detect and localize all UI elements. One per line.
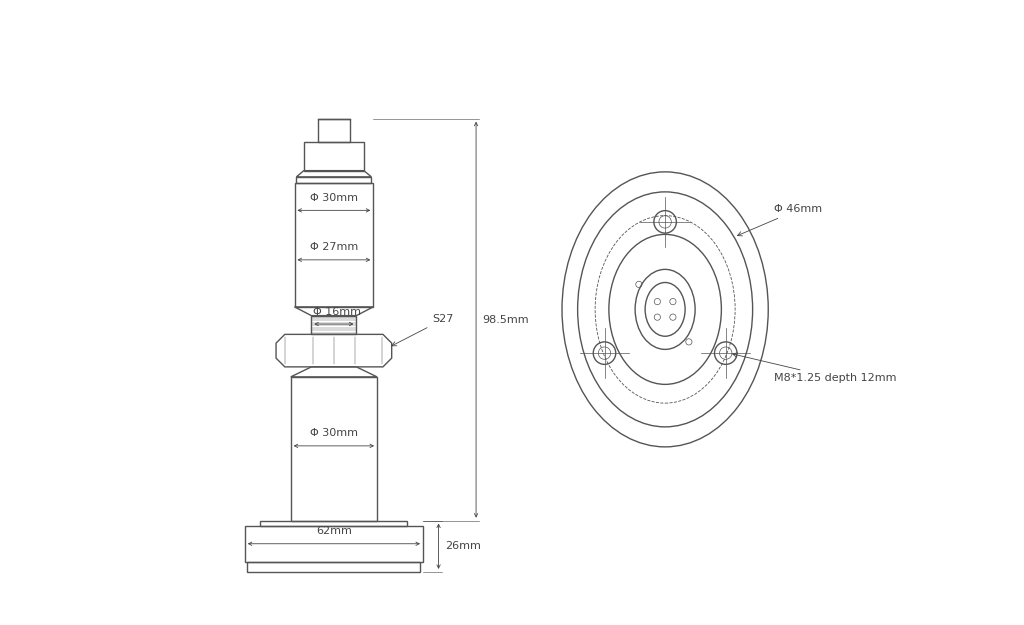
Bar bbox=[291, 377, 377, 521]
Text: Φ 46mm: Φ 46mm bbox=[737, 204, 822, 236]
Bar bbox=[260, 521, 408, 526]
Bar bbox=[304, 142, 364, 171]
Text: S27: S27 bbox=[392, 314, 454, 346]
Text: M8*1.25 depth 12mm: M8*1.25 depth 12mm bbox=[733, 353, 897, 383]
Bar bbox=[248, 562, 421, 572]
Bar bbox=[245, 526, 423, 562]
Bar bbox=[295, 183, 374, 307]
Text: 62mm: 62mm bbox=[316, 526, 352, 536]
Bar bbox=[317, 119, 350, 142]
Bar bbox=[296, 177, 372, 183]
Text: Φ 16mm: Φ 16mm bbox=[313, 306, 361, 316]
Text: 98.5mm: 98.5mm bbox=[482, 314, 529, 324]
Bar bbox=[311, 316, 356, 334]
Text: Φ 30mm: Φ 30mm bbox=[310, 193, 357, 203]
Text: Φ 27mm: Φ 27mm bbox=[309, 242, 358, 252]
Text: Φ 30mm: Φ 30mm bbox=[310, 428, 357, 438]
Text: 26mm: 26mm bbox=[444, 541, 480, 551]
